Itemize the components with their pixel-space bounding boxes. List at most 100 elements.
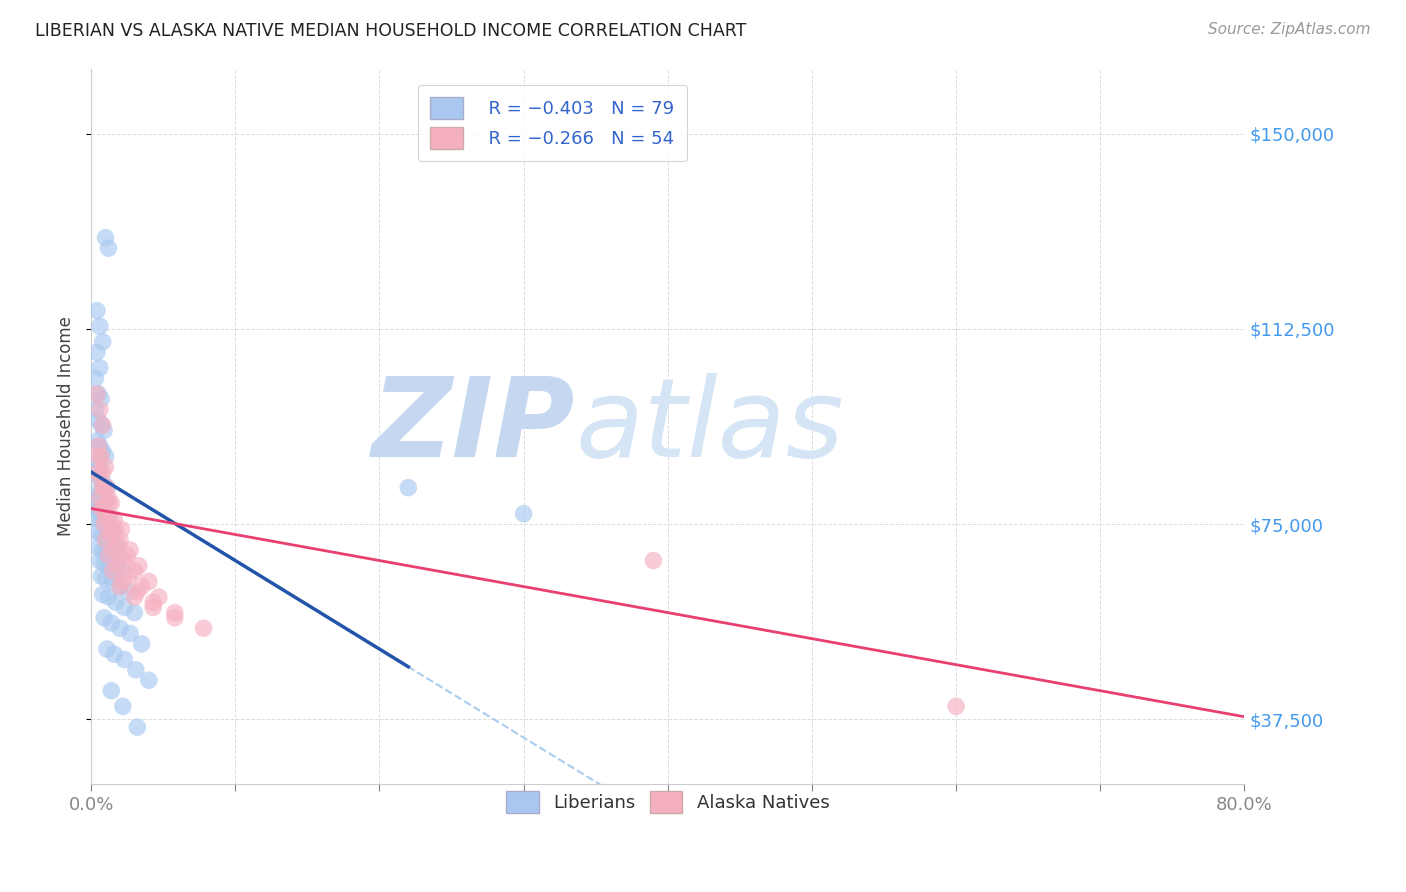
Text: LIBERIAN VS ALASKA NATIVE MEDIAN HOUSEHOLD INCOME CORRELATION CHART: LIBERIAN VS ALASKA NATIVE MEDIAN HOUSEHO… — [35, 22, 747, 40]
Point — [163, 611, 186, 625]
Point — [84, 501, 107, 516]
Point — [111, 699, 134, 714]
Point — [111, 553, 134, 567]
Point — [142, 600, 165, 615]
Point — [86, 434, 108, 448]
Point — [96, 481, 118, 495]
Point — [87, 504, 110, 518]
Point — [86, 345, 108, 359]
Point — [111, 564, 134, 578]
Point — [86, 455, 108, 469]
Point — [84, 371, 107, 385]
Point — [138, 673, 160, 688]
Point — [89, 553, 111, 567]
Point — [120, 626, 142, 640]
Point — [97, 241, 120, 255]
Point — [94, 572, 117, 586]
Point — [100, 496, 122, 510]
Point — [89, 459, 111, 474]
Point — [104, 538, 127, 552]
Point — [643, 553, 665, 567]
Point — [93, 481, 115, 495]
Point — [94, 533, 117, 547]
Point — [104, 561, 127, 575]
Point — [148, 590, 170, 604]
Point — [112, 652, 135, 666]
Point — [91, 481, 114, 495]
Point — [103, 512, 125, 526]
Point — [86, 524, 108, 539]
Point — [117, 569, 139, 583]
Point — [101, 564, 124, 578]
Point — [98, 533, 121, 547]
Point — [90, 450, 112, 464]
Point — [108, 580, 131, 594]
Point — [91, 465, 114, 479]
Point — [101, 574, 124, 589]
Point — [90, 569, 112, 583]
Point — [91, 444, 114, 458]
Point — [101, 522, 124, 536]
Point — [86, 486, 108, 500]
Point — [87, 541, 110, 555]
Point — [108, 580, 131, 594]
Point — [90, 418, 112, 433]
Point — [512, 507, 534, 521]
Point — [125, 663, 148, 677]
Point — [89, 439, 111, 453]
Point — [87, 465, 110, 479]
Point — [100, 615, 122, 630]
Point — [108, 621, 131, 635]
Point — [89, 360, 111, 375]
Point — [97, 491, 120, 505]
Point — [124, 606, 146, 620]
Point — [89, 488, 111, 502]
Point — [98, 527, 121, 541]
Point — [98, 512, 121, 526]
Point — [101, 549, 124, 563]
Point — [100, 683, 122, 698]
Point — [93, 611, 115, 625]
Point — [90, 515, 112, 529]
Point — [115, 549, 138, 563]
Point — [91, 334, 114, 349]
Point — [945, 699, 967, 714]
Point — [86, 496, 108, 510]
Point — [120, 543, 142, 558]
Point — [94, 231, 117, 245]
Point — [93, 423, 115, 437]
Point — [97, 496, 120, 510]
Point — [103, 647, 125, 661]
Point — [97, 509, 120, 524]
Point — [91, 475, 114, 490]
Point — [87, 470, 110, 484]
Point — [90, 527, 112, 541]
Point — [91, 491, 114, 505]
Legend: Liberians, Alaska Natives: Liberians, Alaska Natives — [494, 778, 842, 825]
Point — [87, 387, 110, 401]
Point — [97, 590, 120, 604]
Point — [96, 642, 118, 657]
Point — [91, 543, 114, 558]
Point — [89, 319, 111, 334]
Point — [131, 637, 153, 651]
Point — [124, 564, 146, 578]
Point — [87, 413, 110, 427]
Point — [127, 720, 149, 734]
Point — [94, 530, 117, 544]
Point — [142, 595, 165, 609]
Point — [89, 499, 111, 513]
Point — [91, 507, 114, 521]
Point — [96, 546, 118, 560]
Point — [86, 512, 108, 526]
Point — [107, 538, 129, 552]
Text: atlas: atlas — [575, 373, 844, 480]
Point — [91, 587, 114, 601]
Point — [89, 470, 111, 484]
Y-axis label: Median Household Income: Median Household Income — [58, 317, 75, 536]
Text: Source: ZipAtlas.com: Source: ZipAtlas.com — [1208, 22, 1371, 37]
Point — [93, 517, 115, 532]
Point — [131, 580, 153, 594]
Point — [193, 621, 215, 635]
Point — [87, 439, 110, 453]
